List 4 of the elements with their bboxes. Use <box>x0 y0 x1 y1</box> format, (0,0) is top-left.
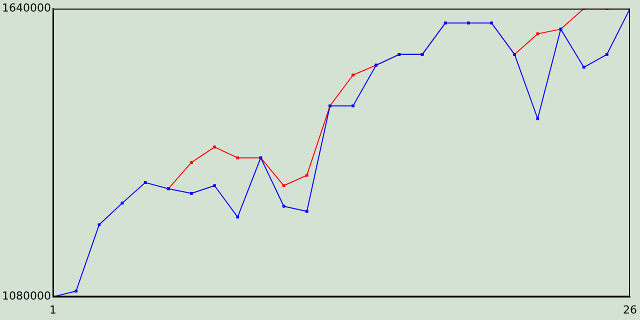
y-tick-label: 1640000 <box>2 1 51 14</box>
x-tick-label: 26 <box>623 303 637 316</box>
y-tick-label: 1080000 <box>2 290 51 303</box>
x-tick-label: 1 <box>49 303 56 316</box>
